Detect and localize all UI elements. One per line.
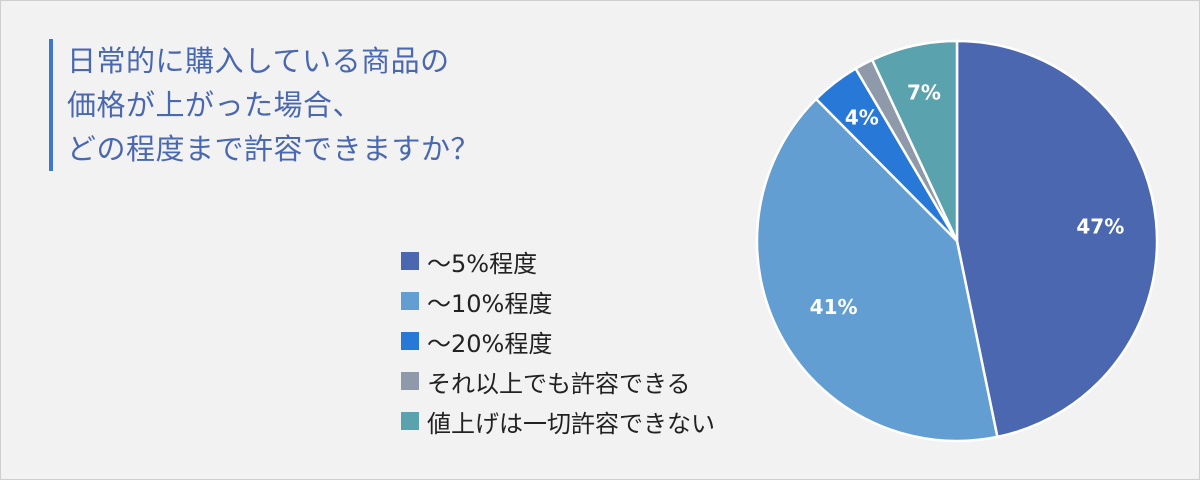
legend-swatch <box>401 292 419 310</box>
legend-item: ～10%程度 <box>401 281 715 321</box>
slice-data-label: 4% <box>845 105 879 129</box>
pie-slice <box>755 97 999 443</box>
title-line-1: 日常的に購入している商品の <box>67 44 450 78</box>
legend-item: 値上げは一切許容できない <box>401 401 715 441</box>
pie-slice <box>870 39 959 242</box>
slice-data-label: 47% <box>1076 214 1124 238</box>
legend-label: 値上げは一切許容できない <box>427 409 715 438</box>
slice-data-label: 41% <box>810 295 858 319</box>
legend-swatch <box>401 332 419 350</box>
legend-label: ～5%程度 <box>427 249 538 278</box>
pie-chart: 47% 41% 4% 7% <box>755 39 1159 443</box>
legend-item: それ以上でも許容できる <box>401 361 715 401</box>
pie-slice <box>955 39 1159 439</box>
legend-label: ～10%程度 <box>427 289 553 318</box>
legend-swatch <box>401 252 419 270</box>
chart-title: 日常的に購入している商品の 価格が上がった場合、 どの程度まで許容できますか？ <box>49 39 480 171</box>
legend-label: ～20%程度 <box>427 329 553 358</box>
title-line-3: どの程度まで許容できますか？ <box>67 132 481 166</box>
title-line-2: 価格が上がった場合、 <box>67 88 363 122</box>
legend-item: ～5%程度 <box>401 241 715 281</box>
legend-swatch <box>401 372 419 390</box>
legend-swatch <box>401 412 419 430</box>
chart-legend: ～5%程度 ～10%程度 ～20%程度 それ以上でも許容できる 値上げは一切許容… <box>401 241 715 441</box>
legend-item: ～20%程度 <box>401 321 715 361</box>
slice-data-label: 7% <box>907 81 941 105</box>
legend-label: それ以上でも許容できる <box>427 369 691 398</box>
